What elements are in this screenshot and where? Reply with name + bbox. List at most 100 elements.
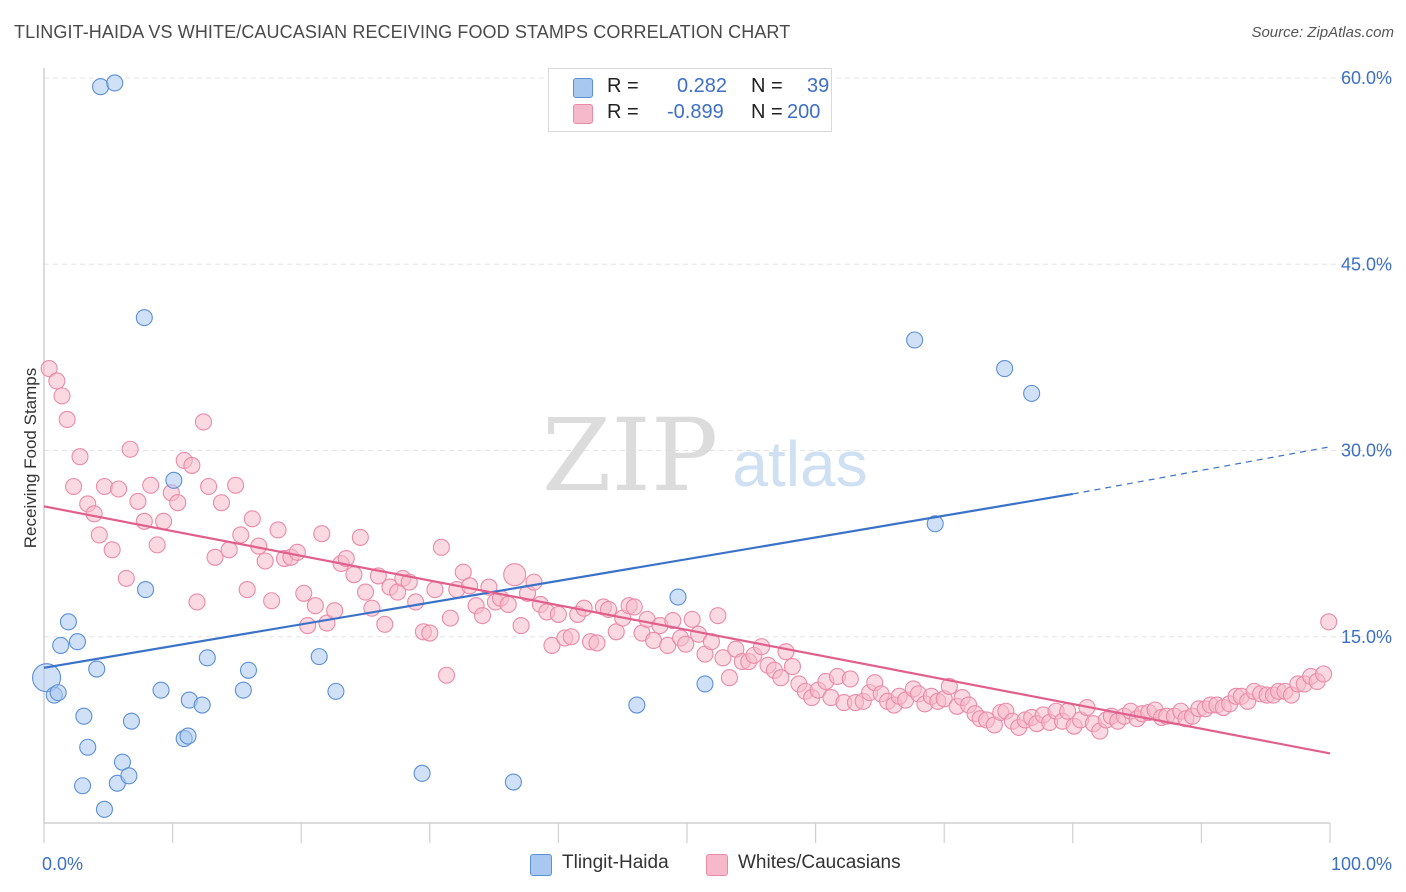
tlingit-haida-point xyxy=(95,800,113,818)
white-caucasian-point xyxy=(772,669,790,687)
white-caucasian-point xyxy=(110,480,128,498)
white-caucasian-point xyxy=(659,636,677,654)
tlingit-haida-point xyxy=(504,773,522,791)
white-caucasian-point xyxy=(562,628,580,646)
white-caucasian-point xyxy=(841,670,859,688)
white-caucasian-point xyxy=(288,543,306,561)
white-caucasian-point xyxy=(220,541,238,559)
white-caucasian-point xyxy=(169,494,187,512)
white-caucasian-point xyxy=(183,456,201,474)
tlingit-haida-point xyxy=(106,74,124,92)
white-caucasian-point xyxy=(129,492,147,510)
tlingit-haida-point xyxy=(696,675,714,693)
white-caucasian-point xyxy=(48,372,66,390)
white-caucasian-point xyxy=(1315,665,1333,683)
white-caucasian-point xyxy=(263,592,281,610)
white-caucasian-point xyxy=(238,581,256,599)
white-caucasian-point xyxy=(432,538,450,556)
tlingit-haida-point xyxy=(327,682,345,700)
legend-swatch-pink xyxy=(573,104,593,124)
tlingit-haida-point xyxy=(310,648,328,666)
white-caucasian-point xyxy=(269,521,287,539)
white-caucasian-point xyxy=(200,477,218,496)
tlingit-haida-point xyxy=(79,738,97,756)
x-tick-label: 0.0% xyxy=(42,854,83,874)
legend-r-label: R = xyxy=(607,101,639,123)
axes xyxy=(43,68,1331,843)
tlingit-haida-point xyxy=(628,696,646,714)
white-caucasian-point xyxy=(461,577,479,595)
tlingit-haida-point xyxy=(137,581,155,599)
tlingit-haida-point xyxy=(239,661,258,679)
legend-r-value: -0.899 xyxy=(667,101,724,123)
white-caucasian-point xyxy=(295,584,313,602)
white-caucasian-point xyxy=(426,581,444,599)
tlingit-haida-point xyxy=(413,764,431,782)
tlingit-haida-trend-extension xyxy=(1072,446,1331,495)
legend-n-label: N = xyxy=(751,75,783,97)
white-caucasian-point xyxy=(437,666,456,684)
white-caucasian-point xyxy=(103,541,121,559)
white-caucasian-point xyxy=(645,631,663,650)
y-axis-label: Receiving Food Stamps xyxy=(21,368,40,548)
white-caucasian-point xyxy=(720,669,738,687)
tlingit-haida-point xyxy=(68,633,86,651)
tlingit-haida-point xyxy=(52,636,70,654)
white-caucasian-point xyxy=(356,583,375,601)
tlingit-haida-point xyxy=(198,649,216,667)
tlingit-haida-point xyxy=(179,727,197,745)
white-caucasian-point xyxy=(421,624,439,642)
tlingit-haida-point xyxy=(165,471,183,489)
white-caucasian-point xyxy=(543,636,561,654)
legend-n-value: 39 xyxy=(807,75,830,97)
white-caucasian-point xyxy=(148,536,166,554)
white-caucasian-point xyxy=(121,440,139,458)
tlingit-haida-point xyxy=(669,588,687,606)
white-caucasian-point xyxy=(499,595,517,614)
chart-source: Source: ZipAtlas.com xyxy=(1251,24,1394,41)
y-tick-label: 30.0% xyxy=(1341,441,1392,461)
tlingit-haida-point xyxy=(113,753,131,771)
tlingit-haida-point xyxy=(49,684,67,702)
white-caucasian-point xyxy=(607,623,625,641)
chart-title: TLINGIT-HAIDA VS WHITE/CAUCASIAN RECEIVI… xyxy=(14,22,791,42)
white-caucasian-point xyxy=(90,526,108,544)
tlingit-haida-point xyxy=(135,309,153,327)
tlingit-haida-point xyxy=(74,777,92,795)
tick-labels: 15.0% 30.0% 45.0% 60.0% 0.0% 100.0% xyxy=(42,68,1392,874)
white-caucasian-point xyxy=(625,598,643,616)
white-caucasian-point xyxy=(473,607,492,625)
white-caucasian-point xyxy=(40,359,58,378)
white-caucasian-point xyxy=(306,597,324,615)
white-caucasian-point xyxy=(243,510,261,528)
tlingit-haida-point xyxy=(906,331,924,349)
white-caucasian-point xyxy=(503,563,527,587)
correlation-legend: R = 0.282 N = 39 R = -0.899 N = 200 xyxy=(548,68,832,132)
tlingit-haida-point xyxy=(996,359,1014,378)
y-tick-label: 45.0% xyxy=(1341,254,1392,274)
white-caucasian-point xyxy=(299,617,317,635)
white-caucasian-point xyxy=(588,634,606,652)
white-caucasian-point xyxy=(709,607,727,625)
series-legend: Tlingit-Haida Whites/Caucasians xyxy=(0,852,1406,878)
tlingit-haida-point xyxy=(926,515,944,533)
white-caucasian-point xyxy=(714,649,732,667)
tlingit-haida-points xyxy=(32,74,1041,818)
white-caucasian-point xyxy=(940,677,958,695)
tlingit-haida-point xyxy=(122,712,140,730)
x-tick-label: 100.0% xyxy=(1331,854,1392,874)
white-caucasian-point xyxy=(441,609,459,627)
white-caucasian-point xyxy=(71,448,89,466)
white-caucasian-point xyxy=(155,512,173,530)
legend-n-value: 200 xyxy=(787,101,821,123)
white-caucasian-point xyxy=(313,525,331,543)
white-caucasian-point xyxy=(777,643,795,661)
tlingit-haida-point xyxy=(193,696,211,714)
tlingit-haida-point xyxy=(92,78,110,96)
white-caucasian-point xyxy=(376,615,394,633)
legend-label: Whites/Caucasians xyxy=(738,852,901,873)
white-caucasian-point xyxy=(227,476,245,494)
white-caucasian-point xyxy=(337,549,355,568)
white-caucasian-point xyxy=(683,610,701,628)
